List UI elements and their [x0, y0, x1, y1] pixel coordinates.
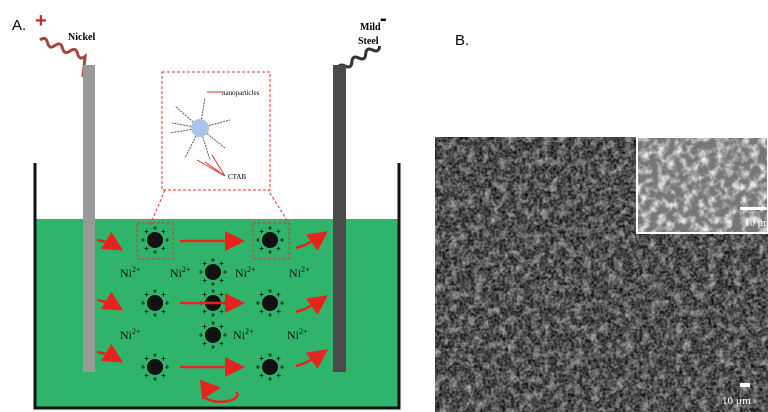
ion-charge: 2+ [247, 265, 256, 274]
ion-charge: 2+ [299, 327, 308, 336]
ion-symbol: Ni [120, 328, 133, 342]
scale-label: 10 µm [722, 395, 751, 407]
particle [205, 264, 221, 280]
cathode-label: Mild [360, 22, 381, 33]
particle [262, 359, 278, 375]
page: Electrodeposition figure {"panel_a": {"l… [0, 0, 768, 412]
inset-label: CTAB [228, 173, 246, 181]
ion-charge: 2+ [245, 327, 254, 336]
ion-charge: 2+ [132, 327, 141, 336]
particle [205, 327, 221, 343]
scale-label: 10 µm [745, 218, 768, 229]
particle [262, 232, 278, 248]
figure: A. + Nickel Mild Steel - nanoparticles C… [0, 0, 768, 412]
cathode-sign: - [380, 8, 387, 30]
anode-sign: + [35, 10, 47, 32]
cathode-label: Steel [358, 36, 379, 47]
anode-label: Nickel [68, 32, 95, 43]
body: A. + Nickel Mild Steel - nanoparticles C… [0, 0, 768, 412]
scale-bar [740, 207, 768, 210]
particle [147, 295, 163, 311]
ion-charge: 2+ [182, 265, 191, 274]
ion-symbol: Ni [235, 266, 248, 280]
particle [147, 359, 163, 375]
ion-symbol: Ni [289, 266, 302, 280]
inset-label: nanoparticles [222, 89, 260, 97]
ion-symbol: Ni [287, 328, 300, 342]
nickel-electrode [83, 65, 95, 372]
particle [262, 295, 278, 311]
panel-label: B. [455, 32, 469, 49]
ion-symbol: Ni [233, 328, 246, 342]
anode-wire [33, 37, 91, 77]
steel-electrode [333, 65, 346, 372]
ion-charge: 2+ [301, 265, 310, 274]
ion-charge: 2+ [132, 265, 141, 274]
particle [147, 232, 163, 248]
ion-symbol: Ni [170, 266, 183, 280]
ion-symbol: Ni [120, 266, 133, 280]
panel-label: A. [12, 17, 26, 34]
scale-bar [740, 383, 750, 387]
